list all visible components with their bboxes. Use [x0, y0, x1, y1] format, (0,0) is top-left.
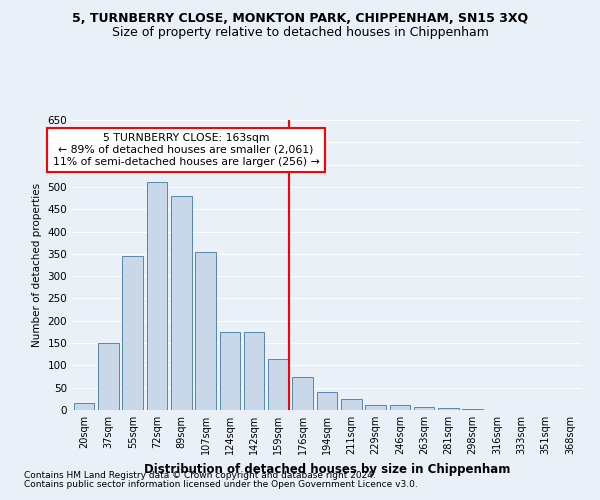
Bar: [317, 392, 337, 410]
Text: Contains public sector information licensed under the Open Government Licence v3: Contains public sector information licen…: [24, 480, 418, 489]
Bar: [268, 358, 289, 410]
Text: 5 TURNBERRY CLOSE: 163sqm
← 89% of detached houses are smaller (2,061)
11% of se: 5 TURNBERRY CLOSE: 163sqm ← 89% of detac…: [53, 134, 320, 166]
X-axis label: Distribution of detached houses by size in Chippenham: Distribution of detached houses by size …: [144, 462, 510, 475]
Bar: [195, 252, 216, 410]
Bar: [463, 409, 483, 410]
Bar: [220, 332, 240, 410]
Bar: [74, 404, 94, 410]
Bar: [98, 343, 119, 410]
Bar: [414, 408, 434, 410]
Bar: [244, 332, 265, 410]
Bar: [292, 376, 313, 410]
Text: Contains HM Land Registry data © Crown copyright and database right 2024.: Contains HM Land Registry data © Crown c…: [24, 471, 376, 480]
Y-axis label: Number of detached properties: Number of detached properties: [32, 183, 42, 347]
Bar: [341, 399, 362, 410]
Text: 5, TURNBERRY CLOSE, MONKTON PARK, CHIPPENHAM, SN15 3XQ: 5, TURNBERRY CLOSE, MONKTON PARK, CHIPPE…: [72, 12, 528, 26]
Bar: [365, 404, 386, 410]
Bar: [171, 196, 191, 410]
Bar: [146, 182, 167, 410]
Bar: [389, 404, 410, 410]
Bar: [122, 256, 143, 410]
Text: Size of property relative to detached houses in Chippenham: Size of property relative to detached ho…: [112, 26, 488, 39]
Bar: [438, 408, 459, 410]
